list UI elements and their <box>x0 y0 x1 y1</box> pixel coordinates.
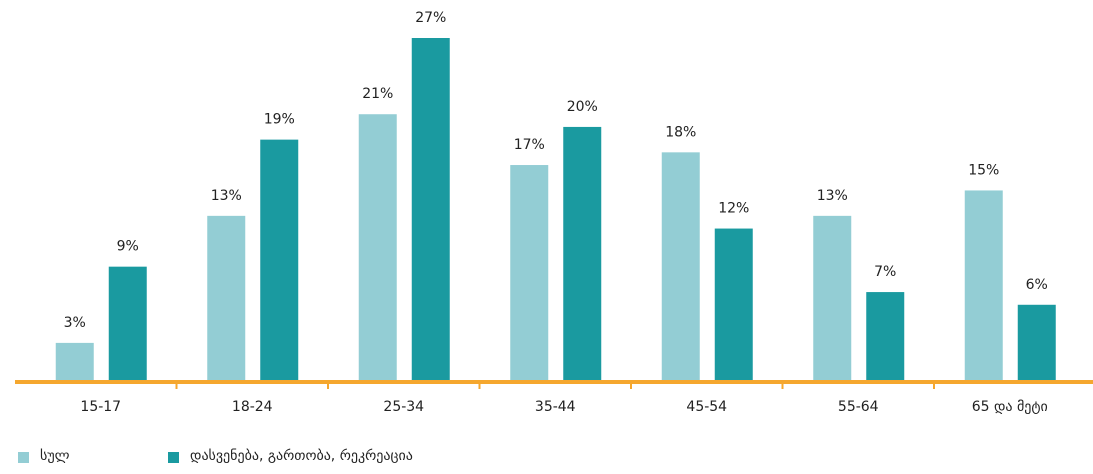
x-tick-label: 45-54 <box>686 399 728 415</box>
bar <box>358 114 397 381</box>
bar <box>207 215 246 381</box>
bar <box>260 139 299 381</box>
data-label: 6% <box>1026 277 1048 293</box>
bar <box>813 215 852 381</box>
x-tick-label: 65 და მეტი <box>971 399 1048 415</box>
legend-label: დასვენება, გართობა, რეკრეაცია <box>190 448 413 464</box>
x-tick-label: 25-34 <box>383 399 425 415</box>
data-label: 12% <box>718 201 749 217</box>
legend-swatch <box>168 452 179 463</box>
bar <box>714 228 753 381</box>
x-tick-label: 18-24 <box>231 399 273 415</box>
data-label: 13% <box>211 188 242 204</box>
data-label: 20% <box>567 99 598 115</box>
data-label: 17% <box>514 137 545 153</box>
data-label: 19% <box>264 112 295 128</box>
bar <box>563 126 602 381</box>
data-label: 3% <box>64 315 86 331</box>
data-label: 13% <box>817 188 848 204</box>
data-label: 21% <box>362 86 393 102</box>
bar <box>1017 304 1056 381</box>
bar <box>510 165 549 381</box>
bar <box>866 292 905 381</box>
bar <box>411 38 450 381</box>
x-tick-label: 15-17 <box>80 399 122 415</box>
legend-swatch <box>18 452 29 463</box>
data-label: 18% <box>665 124 696 140</box>
data-label: 7% <box>874 264 896 280</box>
x-tick-label: 35-44 <box>534 399 576 415</box>
x-tick-label: 55-64 <box>837 399 879 415</box>
data-label: 15% <box>968 162 999 178</box>
bar <box>55 342 94 381</box>
bar <box>661 152 700 381</box>
data-label: 27% <box>415 10 446 26</box>
bar <box>964 190 1003 381</box>
data-label: 9% <box>117 239 139 255</box>
legend-label: სულ <box>40 448 70 464</box>
bar <box>108 266 147 381</box>
